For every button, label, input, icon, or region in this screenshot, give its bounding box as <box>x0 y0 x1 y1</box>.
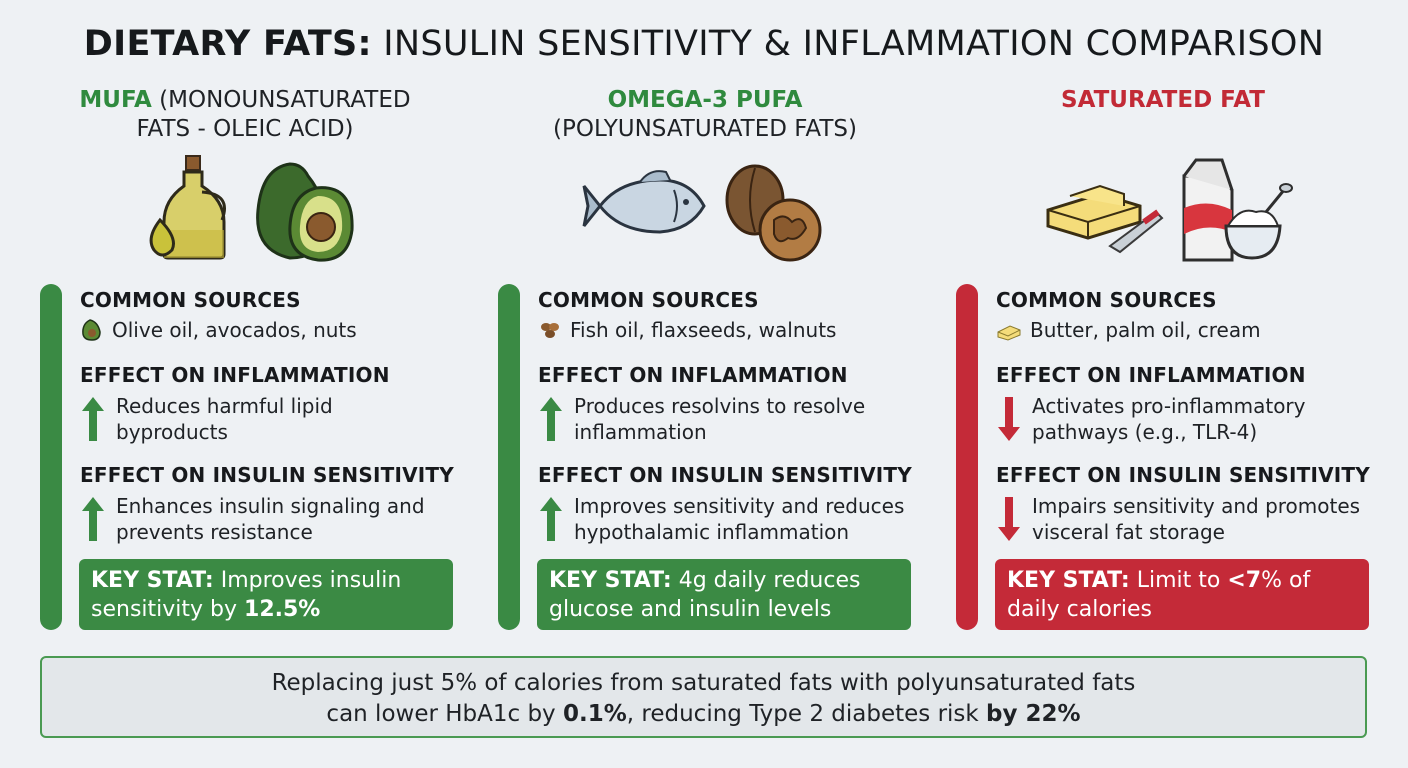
saturated-header: SATURATED FAT <box>1061 87 1265 113</box>
summary-box: Replacing just 5% of calories from satur… <box>40 656 1367 738</box>
mufa-icons <box>149 155 354 262</box>
arrow-up-icon <box>540 497 562 541</box>
milk-carton-icon <box>1182 158 1234 262</box>
avocado-icon <box>82 319 101 341</box>
saturated-insulin: EFFECT ON INSULIN SENSITIVITY Impairs se… <box>996 463 1396 545</box>
omega3-insulin: EFFECT ON INSULIN SENSITIVITY Improves s… <box>538 463 938 545</box>
inflammation-heading: EFFECT ON INFLAMMATION <box>538 363 848 387</box>
avocado-icon <box>256 162 354 262</box>
arrow-down-icon <box>998 397 1020 441</box>
olive-oil-bottle-icon <box>149 155 226 260</box>
sources-text: Butter, palm oil, cream <box>1030 318 1261 342</box>
saturated-key-stat: KEY STAT: Limit to <7% of daily calories <box>995 559 1369 630</box>
insulin-heading: EFFECT ON INSULIN SENSITIVITY <box>80 463 454 487</box>
insulin-heading: EFFECT ON INSULIN SENSITIVITY <box>996 463 1370 487</box>
butter-icon <box>1046 184 1164 254</box>
seeds-icon <box>541 323 559 338</box>
cream-bowl-icon <box>1224 183 1293 260</box>
mufa-sources: COMMON SOURCES Olive oil, avocados, nuts <box>80 288 470 342</box>
omega3-sources: COMMON SOURCES Fish oil, flaxseeds, waln… <box>538 288 928 342</box>
saturated-icons <box>1046 158 1293 262</box>
omega3-inflammation: EFFECT ON INFLAMMATION Produces resolvin… <box>538 363 928 445</box>
walnut-icon <box>725 164 822 262</box>
sources-heading: COMMON SOURCES <box>538 288 759 312</box>
arrow-up-icon <box>82 397 104 441</box>
saturated-accent-bar <box>956 284 978 630</box>
mufa-inflammation: EFFECT ON INFLAMMATION Reduces harmful l… <box>80 363 470 445</box>
mufa-key-stat: KEY STAT: Improves insulin sensitivity b… <box>79 559 453 630</box>
sources-heading: COMMON SOURCES <box>996 288 1217 312</box>
sources-text: Fish oil, flaxseeds, walnuts <box>570 318 837 342</box>
omega3-key-stat: KEY STAT: 4g daily reduces glucose and i… <box>537 559 911 630</box>
omega3-accent-bar <box>498 284 520 630</box>
arrow-up-icon <box>540 397 562 441</box>
saturated-sources: COMMON SOURCES Butter, palm oil, cream <box>996 288 1386 342</box>
mufa-header: MUFA (MONOUNSATURATED FATS - OLEIC ACID) <box>79 87 411 142</box>
mufa-accent-bar <box>40 284 62 630</box>
inflammation-heading: EFFECT ON INFLAMMATION <box>996 363 1306 387</box>
insulin-heading: EFFECT ON INSULIN SENSITIVITY <box>538 463 912 487</box>
fish-icon <box>582 170 706 234</box>
sources-text: Olive oil, avocados, nuts <box>112 318 357 342</box>
arrow-up-icon <box>82 497 104 541</box>
omega3-header: OMEGA-3 PUFA (POLYUNSATURATED FATS) <box>553 87 857 142</box>
butter-icon <box>997 325 1021 341</box>
saturated-inflammation: EFFECT ON INFLAMMATION Activates pro-inf… <box>996 363 1386 445</box>
omega3-icons <box>582 164 822 262</box>
inflammation-heading: EFFECT ON INFLAMMATION <box>80 363 390 387</box>
page-title: DIETARY FATS: INSULIN SENSITIVITY & INFL… <box>83 24 1325 64</box>
sources-heading: COMMON SOURCES <box>80 288 301 312</box>
arrow-down-icon <box>998 497 1020 541</box>
mufa-insulin: EFFECT ON INSULIN SENSITIVITY Enhances i… <box>80 463 480 545</box>
